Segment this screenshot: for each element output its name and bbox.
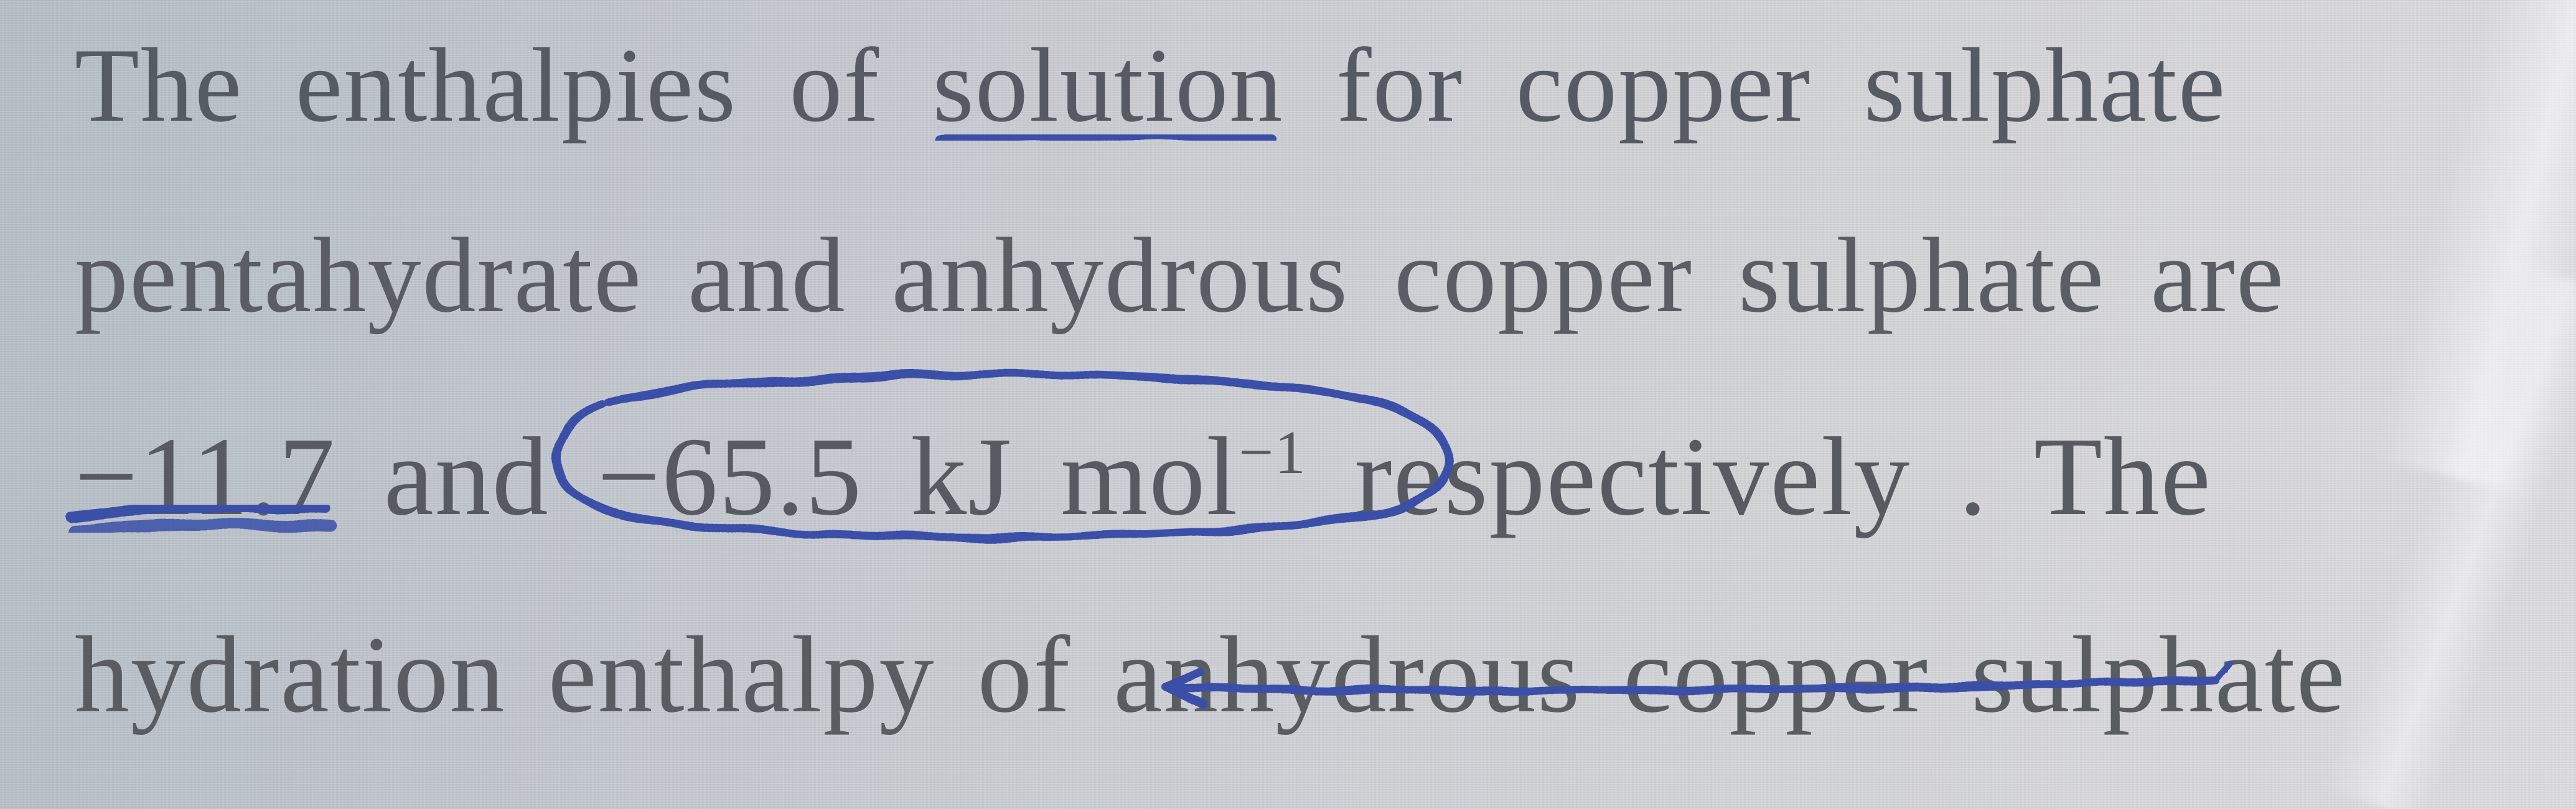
text-line-1: The enthalpies of solution for copper su… [75,25,2377,146]
text-line-3-sup: −1 [1239,419,1306,487]
text-line-4: hydration enthalpy of anhydrous copper s… [75,612,2377,738]
text-line-2: pentahydrate and anhydrous copper sulpha… [75,215,2377,337]
text-line-5: is :- [75,797,2377,809]
text-line-3a: −11.7 and [75,414,597,538]
text-line-3c: respectively . The [1307,414,2212,538]
scan-streak [2374,0,2576,497]
question-text-block: The enthalpies of solution for copper su… [75,25,2377,809]
text-line-3: −11.7 and −65.5 kJ mol−1 respectively . … [75,412,2377,541]
text-line-3b: −65.5 kJ mol [597,414,1239,538]
